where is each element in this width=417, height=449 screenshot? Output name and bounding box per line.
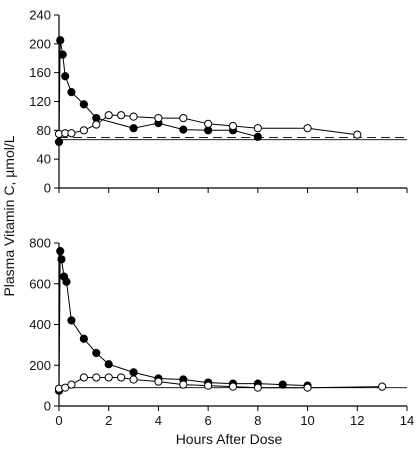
data-point-filled xyxy=(104,360,113,369)
data-point-filled xyxy=(56,36,65,45)
x-tick-label: 10 xyxy=(300,413,314,428)
data-point-open xyxy=(117,373,126,382)
data-point-filled xyxy=(67,316,76,325)
data-point-filled xyxy=(54,137,64,146)
data-point-open xyxy=(204,381,213,390)
data-point-open xyxy=(228,121,238,131)
chart-panel-2: 0 200 400 600 800 0 2 4 6 8 10 12 14 xyxy=(29,236,414,429)
y-tick-label: 80 xyxy=(37,123,51,138)
data-point-open xyxy=(129,112,138,121)
data-point-open xyxy=(179,113,188,123)
data-point-filled xyxy=(61,72,70,81)
data-point-open xyxy=(92,120,101,129)
data-point-filled xyxy=(79,100,88,109)
data-point-open xyxy=(117,111,126,120)
data-point-filled xyxy=(79,334,88,343)
data-point-open xyxy=(154,113,163,123)
y-tick-label: 200 xyxy=(29,358,51,373)
data-point-open xyxy=(179,380,188,389)
data-point-filled xyxy=(129,368,138,377)
data-point-open xyxy=(303,124,312,133)
data-point-open xyxy=(67,129,76,138)
data-point-open xyxy=(129,375,138,384)
data-point-open xyxy=(303,383,312,392)
data-point-open xyxy=(104,373,113,382)
data-point-filled xyxy=(179,125,188,134)
y-tick-label: 0 xyxy=(44,399,51,414)
y-tick-label: 0 xyxy=(44,181,51,196)
data-point-open xyxy=(67,380,76,389)
data-point-open xyxy=(92,373,101,382)
data-point-open xyxy=(253,383,262,392)
data-point-filled xyxy=(62,277,71,286)
x-tick-label: 6 xyxy=(205,413,212,428)
chart-panel-1: 0 40 80 120 160 200 240 xyxy=(29,8,408,196)
x-tick-label: 8 xyxy=(254,413,261,428)
data-point-open xyxy=(353,130,362,139)
data-point-filled xyxy=(129,124,138,133)
y-tick-label: 200 xyxy=(29,36,51,51)
y-tick-label: 800 xyxy=(29,236,51,251)
series-line-1 xyxy=(58,251,308,391)
x-tick-label: 12 xyxy=(350,413,364,428)
data-point-open xyxy=(204,119,213,128)
y-tick-label: 400 xyxy=(29,317,51,332)
data-point-filled xyxy=(57,255,66,264)
data-point-filled xyxy=(56,247,65,256)
data-point-filled xyxy=(58,50,67,59)
data-point-filled xyxy=(253,132,262,141)
x-axis-title: Hours After Dose xyxy=(176,431,283,447)
y-axis-title: Plasma Vitamin C, µmol/L xyxy=(1,135,17,296)
data-point-open xyxy=(79,373,88,382)
x-tick-label: 4 xyxy=(155,413,162,428)
data-point-filled xyxy=(92,348,101,358)
x-tick-label: 2 xyxy=(105,413,112,428)
data-point-open xyxy=(378,382,387,391)
data-point-open xyxy=(228,382,238,391)
data-point-open xyxy=(104,111,113,120)
data-point-filled xyxy=(278,380,287,389)
data-point-filled xyxy=(67,88,76,97)
y-tick-label: 600 xyxy=(29,276,51,291)
data-point-open xyxy=(154,377,163,386)
y-tick-label: 40 xyxy=(37,152,51,167)
data-point-open xyxy=(79,126,88,135)
y-tick-label: 240 xyxy=(29,8,51,23)
data-point-open xyxy=(253,124,262,133)
y-tick-label: 120 xyxy=(29,94,51,109)
y-tick-label: 160 xyxy=(29,65,51,80)
x-tick-label: 0 xyxy=(55,413,62,428)
x-tick-label: 14 xyxy=(400,413,414,428)
